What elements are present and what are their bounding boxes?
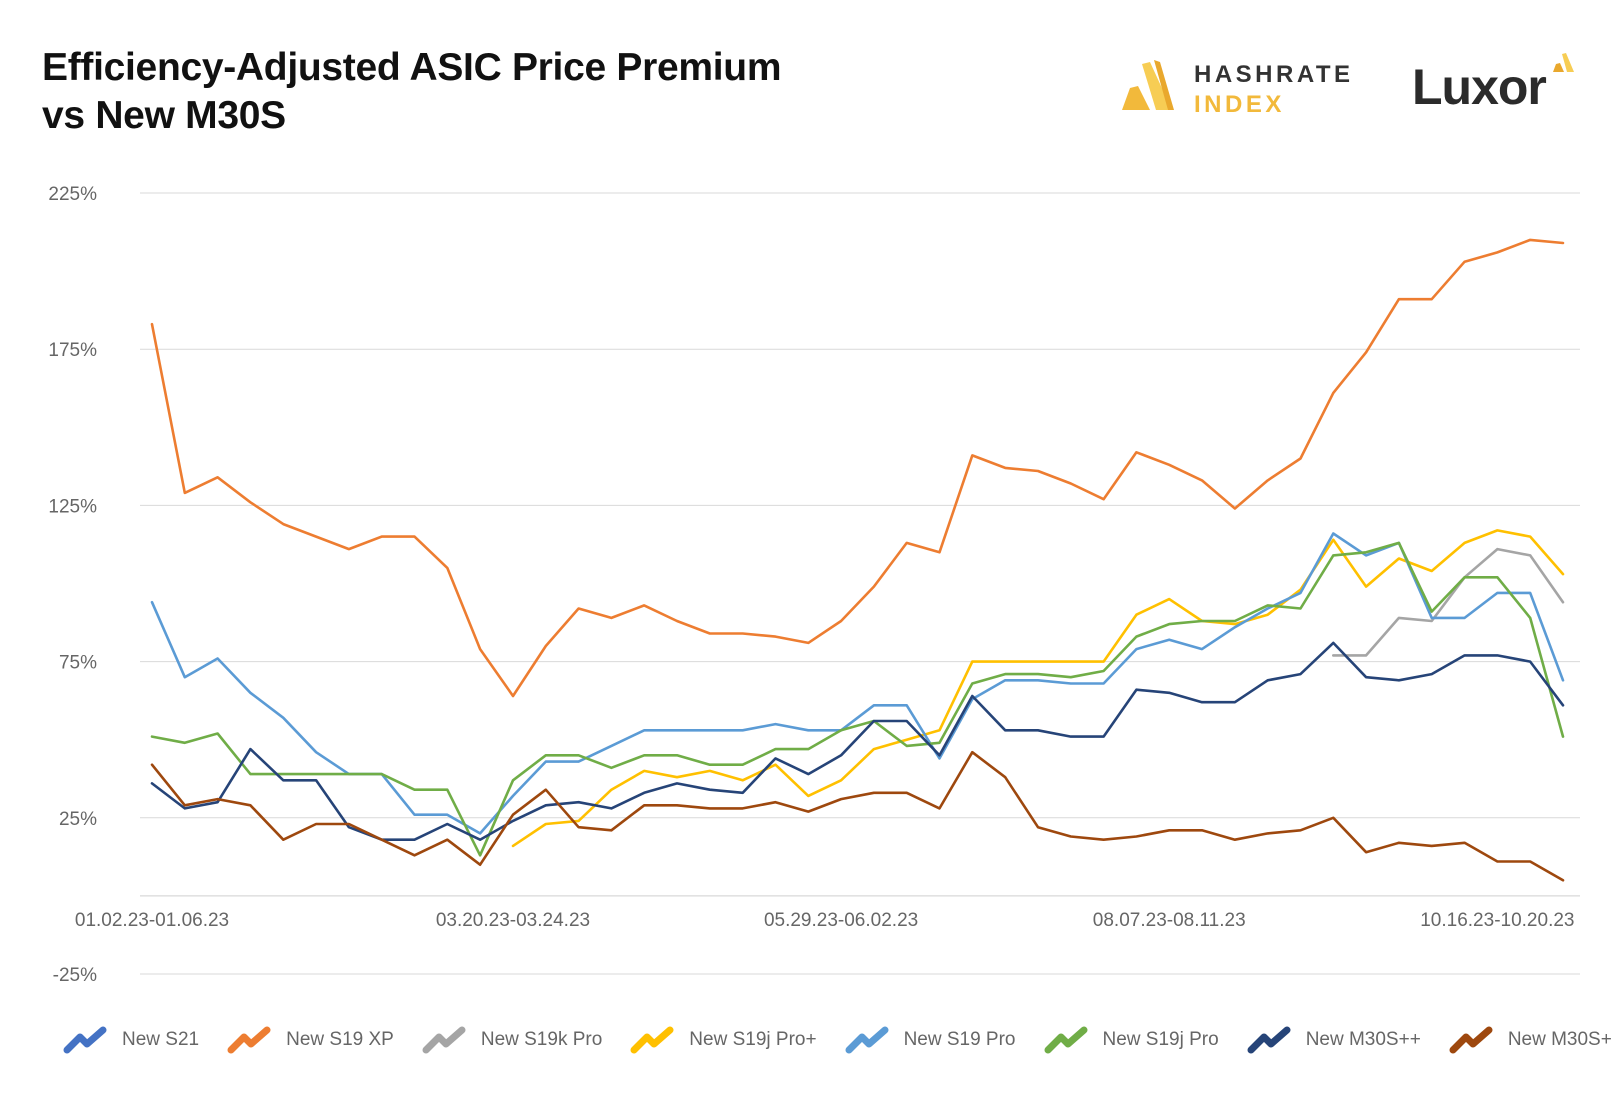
x-tick-label: 10.16.23-10.20.23 <box>1420 910 1574 931</box>
x-tick-label: 03.20.23-03.24.23 <box>436 910 590 931</box>
legend-label: New S19j Pro <box>1102 1029 1219 1050</box>
legend-trend-icon <box>227 1026 271 1054</box>
legend-trend-icon <box>1044 1026 1088 1054</box>
luxor-wordmark: Luxor <box>1412 59 1547 115</box>
series-lines <box>150 238 1565 882</box>
y-tick-label: 175% <box>48 340 97 361</box>
luxor-logo: Luxor <box>1412 50 1592 120</box>
chart-title: Efficiency-Adjusted ASIC Price Premium v… <box>42 44 782 140</box>
title-line-1: Efficiency-Adjusted ASIC Price Premium <box>42 46 782 89</box>
legend-label: New M30S+ <box>1507 1029 1612 1050</box>
legend-trend-icon <box>1449 1026 1493 1054</box>
legend-label: New M30S++ <box>1305 1029 1421 1050</box>
legend-label: New S19j Pro+ <box>689 1029 817 1050</box>
series-line-new-m30s- <box>150 641 1565 841</box>
x-tick-label: 08.07.23-08.11.23 <box>1093 910 1246 931</box>
series-line-new-m30s- <box>150 750 1565 882</box>
luxor-mark-icon <box>1553 53 1574 72</box>
legend-label: New S19 XP <box>286 1029 394 1050</box>
hashrate-index-word-bottom: INDEX <box>1194 91 1285 118</box>
legend-item-new-s19k-pro: New S19k Pro <box>421 1025 602 1055</box>
series-line-new-s19j-pro- <box>511 529 1565 848</box>
hashrate-index-mark-icon <box>1122 60 1174 110</box>
legend-item-new-s19j-pro-: New S19j Pro+ <box>629 1025 817 1055</box>
legend-item-new-s19-pro: New S19 Pro <box>844 1025 1016 1055</box>
legend-item-new-m30s-: New M30S++ <box>1246 1025 1421 1055</box>
y-axis-ticks: 225% 175% 125% 75% 25% -25% <box>48 184 97 986</box>
series-line-new-s19-xp <box>150 238 1565 698</box>
x-tick-label: 01.02.23-01.06.23 <box>75 910 229 931</box>
y-tick-label: 75% <box>59 653 97 674</box>
hashrate-index-logo: HASHRATE INDEX <box>1116 50 1366 120</box>
chart-legend: New S21 New S19 XP New S19k Pro New S19j Pr… <box>62 1020 1612 1060</box>
series-line-new-s19-pro <box>150 532 1565 835</box>
x-tick-label: 05.29.23-06.02.23 <box>764 910 918 931</box>
y-tick-label: 25% <box>59 809 97 830</box>
legend-item-new-s19-xp: New S19 XP <box>226 1025 394 1055</box>
legend-label: New S21 <box>122 1029 200 1050</box>
legend-trend-icon <box>630 1026 674 1054</box>
legend-trend-icon <box>422 1026 466 1054</box>
legend-item-new-s19j-pro: New S19j Pro <box>1043 1025 1219 1055</box>
legend-label: New S19 Pro <box>903 1029 1016 1050</box>
legend-item-new-s21: New S21 <box>62 1025 199 1055</box>
legend-trend-icon <box>63 1026 107 1054</box>
series-line-new-s19k-pro <box>1332 547 1565 657</box>
x-axis: 01.02.23-01.06.23 03.20.23-03.24.23 05.29.… <box>75 895 1580 931</box>
y-tick-label: 125% <box>48 496 97 517</box>
legend-label: New S19k Pro <box>480 1029 603 1050</box>
y-tick-label: -25% <box>53 965 97 986</box>
series-line-new-s19j-pro <box>150 541 1565 857</box>
legend-trend-icon <box>845 1026 889 1054</box>
grid-lines <box>140 192 1580 975</box>
y-tick-label: 225% <box>48 184 97 205</box>
title-line-2: vs New M30S <box>42 94 286 137</box>
hashrate-index-word-top: HASHRATE <box>1194 61 1354 88</box>
legend-trend-icon <box>1247 1026 1291 1054</box>
legend-item-new-m30s-: New M30S+ <box>1448 1025 1612 1055</box>
